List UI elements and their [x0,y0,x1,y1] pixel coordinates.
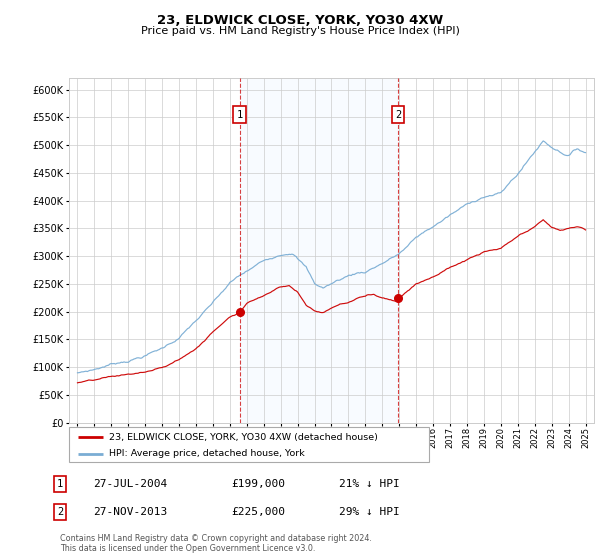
Text: 23, ELDWICK CLOSE, YORK, YO30 4XW (detached house): 23, ELDWICK CLOSE, YORK, YO30 4XW (detac… [109,432,377,441]
Bar [240,78,398,423]
Text: 29% ↓ HPI: 29% ↓ HPI [339,507,400,517]
FancyBboxPatch shape [69,427,429,462]
Text: 23, ELDWICK CLOSE, YORK, YO30 4XW: 23, ELDWICK CLOSE, YORK, YO30 4XW [157,14,443,27]
Text: 27-NOV-2013: 27-NOV-2013 [93,507,167,517]
Text: 2: 2 [395,110,401,119]
Text: 2: 2 [57,507,63,517]
Text: 1: 1 [57,479,63,489]
Text: HPI: Average price, detached house, York: HPI: Average price, detached house, York [109,449,304,458]
Text: Contains HM Land Registry data © Crown copyright and database right 2024.
This d: Contains HM Land Registry data © Crown c… [60,534,372,553]
Text: 21% ↓ HPI: 21% ↓ HPI [339,479,400,489]
Text: £225,000: £225,000 [231,507,285,517]
Text: 27-JUL-2004: 27-JUL-2004 [93,479,167,489]
Text: £199,000: £199,000 [231,479,285,489]
Text: Price paid vs. HM Land Registry's House Price Index (HPI): Price paid vs. HM Land Registry's House … [140,26,460,36]
Text: 1: 1 [236,110,243,119]
